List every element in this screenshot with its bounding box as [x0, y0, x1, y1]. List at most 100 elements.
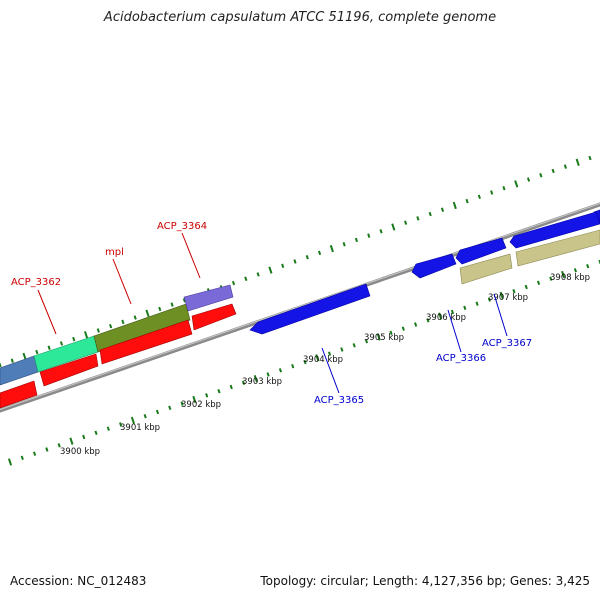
major-tick: [7, 458, 13, 466]
gene-block-red-4: [191, 303, 237, 331]
outer-tick-ring: [0, 155, 592, 368]
minor-tick: [45, 447, 49, 452]
gene-label-acp3365: ACP_3365: [314, 395, 364, 406]
minor-tick: [414, 322, 418, 327]
minor-tick: [96, 328, 100, 333]
minor-tick: [598, 259, 600, 265]
gene-block-red-1: [0, 380, 38, 409]
minor-tick: [404, 220, 408, 225]
minor-tick: [59, 341, 64, 346]
major-tick: [192, 395, 197, 404]
gene-block-olive: [93, 303, 191, 353]
major-tick: [22, 352, 27, 361]
minor-tick: [502, 185, 506, 191]
minor-tick: [428, 211, 432, 217]
minor-tick: [379, 229, 383, 234]
inner-tick-ring: [7, 259, 600, 466]
gene-block-red-3: [99, 319, 193, 365]
minor-tick: [121, 319, 125, 325]
minor-tick: [551, 168, 555, 174]
minor-tick: [256, 272, 260, 277]
minor-tick: [266, 372, 270, 377]
gene-label-mpl: mpl: [105, 247, 124, 258]
minor-tick: [573, 268, 578, 273]
minor-tick: [305, 254, 309, 260]
minor-tick: [487, 297, 491, 302]
minor-tick: [281, 263, 285, 269]
gene-label-leader-mpl: [112, 258, 132, 305]
minor-tick: [109, 323, 113, 329]
minor-tick: [244, 276, 248, 281]
minor-tick: [82, 434, 86, 440]
gene-label-leader-acp3365: [321, 347, 340, 394]
scale-label: 3902 kbp: [181, 400, 221, 410]
scale-label: 3906 kbp: [426, 313, 466, 323]
minor-tick: [342, 242, 346, 247]
gene-block-khaki-b: [515, 229, 600, 267]
major-tick: [452, 201, 457, 210]
minor-tick: [490, 190, 494, 195]
minor-tick: [155, 409, 160, 415]
minor-tick: [477, 194, 481, 200]
scale-label: 3905 kbp: [364, 333, 404, 343]
major-tick: [315, 354, 320, 362]
minor-tick: [440, 207, 445, 212]
minor-tick: [0, 362, 2, 368]
minor-tick: [278, 368, 283, 373]
minor-tick: [35, 349, 39, 355]
gene-block-blue-a: [411, 253, 457, 279]
major-tick: [253, 375, 258, 383]
minor-tick: [170, 302, 174, 307]
minor-tick: [20, 455, 24, 461]
gene-block-lavender: [183, 284, 234, 312]
minor-tick: [303, 359, 307, 365]
minor-tick: [475, 301, 479, 306]
minor-tick: [32, 451, 37, 456]
gene-features: [0, 209, 600, 409]
major-tick: [499, 291, 504, 299]
minor-tick: [241, 380, 246, 386]
minor-tick: [72, 336, 76, 342]
minor-tick: [450, 309, 455, 315]
topology-label: Topology: circular; Length: 4,127,356 bp…: [260, 574, 590, 588]
gene-label-leader-acp3362: [37, 289, 57, 335]
minor-tick: [539, 173, 543, 178]
accession-label: Accession: NC_012483: [10, 574, 147, 588]
minor-tick: [231, 280, 236, 286]
minor-tick: [205, 393, 209, 398]
major-tick: [376, 333, 381, 341]
minor-tick: [416, 216, 420, 221]
minor-tick: [229, 384, 233, 390]
minor-tick: [549, 276, 553, 281]
minor-tick: [367, 233, 371, 238]
gene-block-blue-b: [455, 237, 507, 265]
minor-tick: [389, 330, 393, 336]
minor-tick: [119, 422, 123, 427]
minor-tick: [327, 351, 332, 356]
minor-tick: [526, 177, 531, 182]
minor-tick: [426, 318, 430, 323]
major-tick: [145, 309, 150, 317]
minor-tick: [133, 315, 137, 320]
scale-label: 3901 kbp: [120, 423, 160, 433]
scale-label: 3900 kbp: [60, 447, 100, 457]
gene-block-blue-c: [509, 211, 600, 249]
backbone-highlight: [0, 202, 600, 411]
scale-labels: 3900 kbp 3901 kbp 3902 kbp 3903 kbp 3904 kbp…: [60, 273, 590, 457]
minor-tick: [524, 284, 528, 290]
gene-block-steelblue: [0, 355, 39, 386]
major-tick: [69, 437, 74, 445]
map-title: Acidobacterium capsulatum ATCC 51196, co…: [103, 10, 497, 25]
gene-label-leader-acp3364: [181, 232, 201, 279]
gene-label-leader-acp3367: [493, 293, 508, 337]
scale-label: 3904 kbp: [303, 355, 343, 365]
scale-label: 3907 kbp: [488, 293, 528, 303]
minor-tick: [106, 426, 110, 431]
minor-tick: [180, 401, 184, 406]
major-tick: [83, 331, 89, 339]
major-tick: [514, 180, 519, 188]
gene-label-acp3362: ACP_3362: [11, 277, 61, 288]
scale-label: 3903 kbp: [242, 377, 282, 387]
